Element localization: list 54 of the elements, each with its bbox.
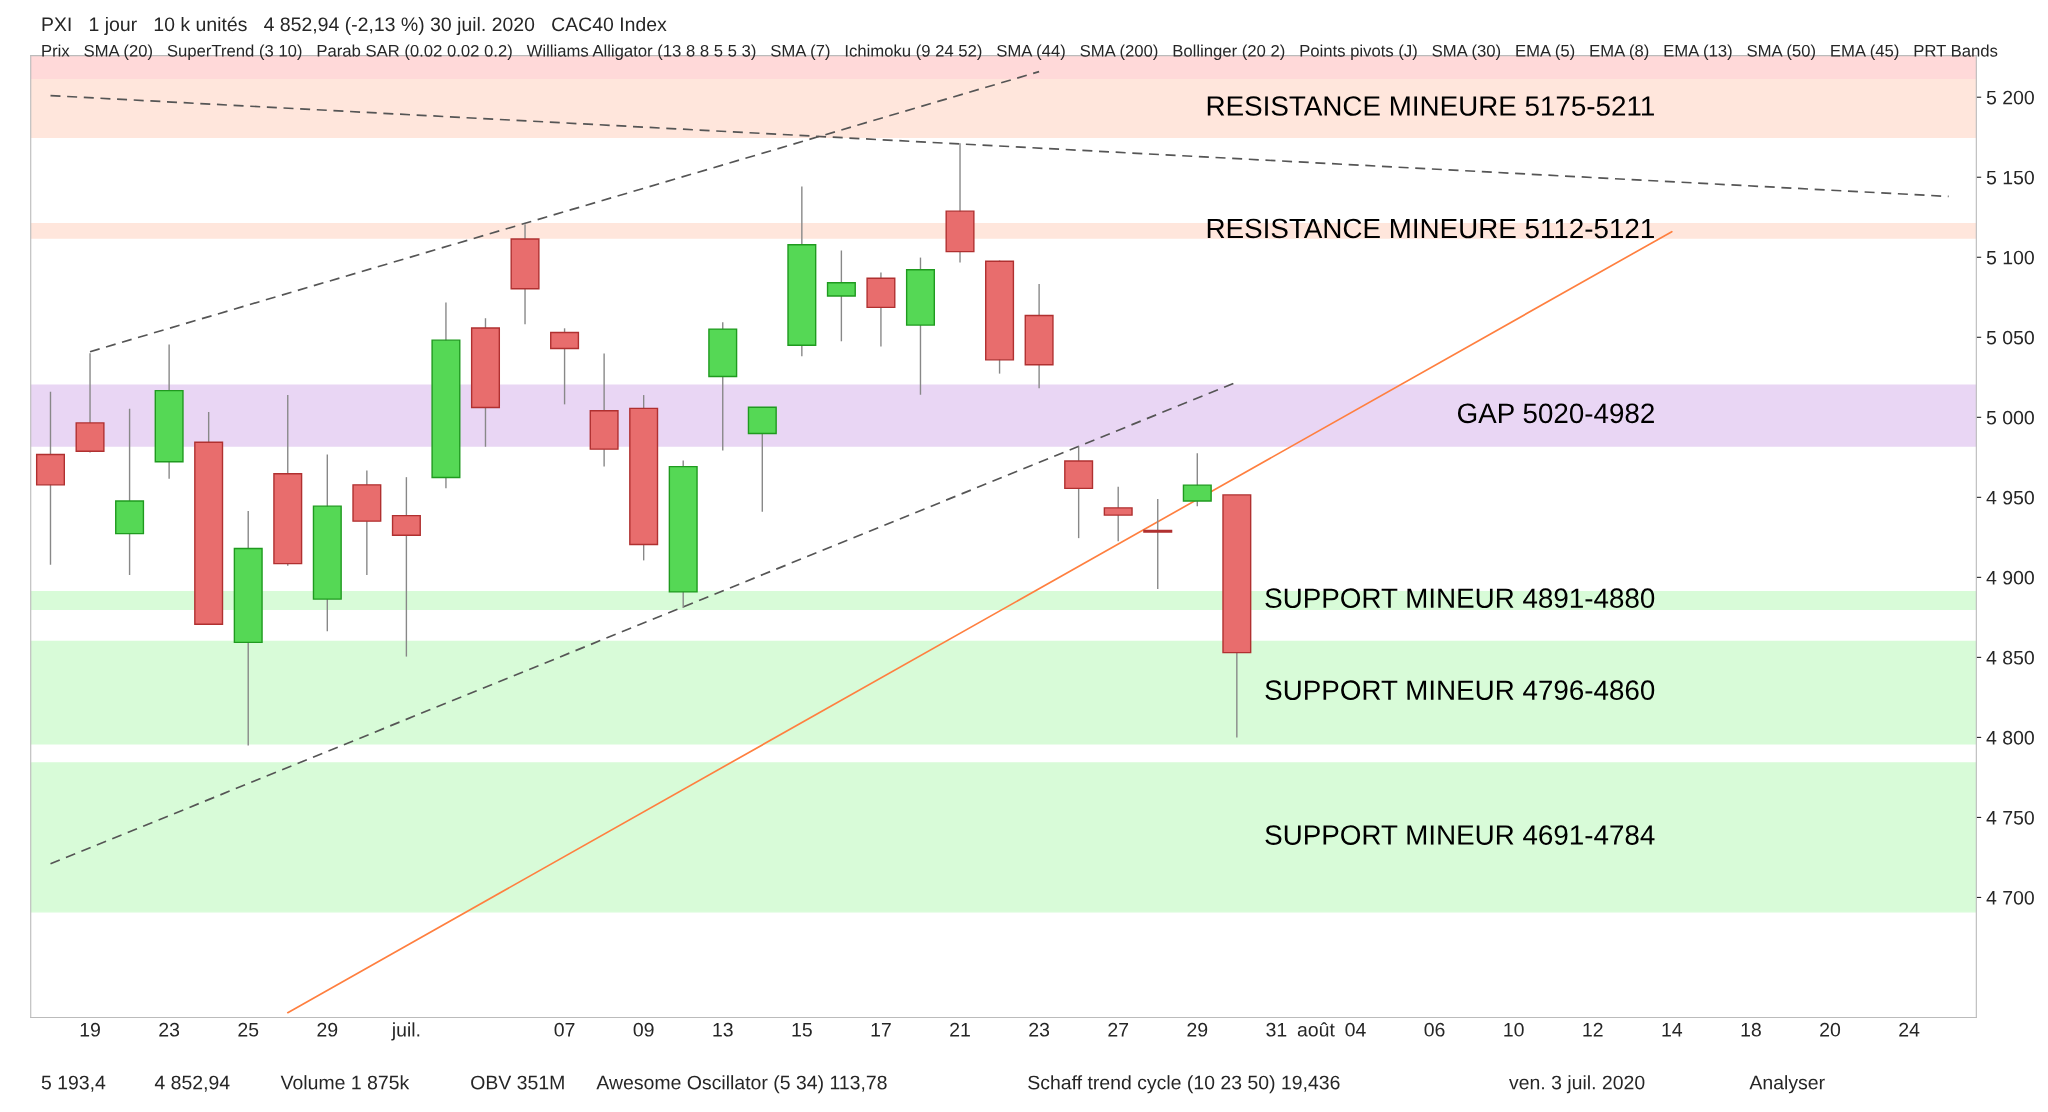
x-tick-label: 29 <box>317 1022 338 1037</box>
y-tick-label: 4 750 <box>1986 810 2034 825</box>
text: 5 193,4 <box>41 1075 106 1092</box>
x-tick-label: 23 <box>1029 1022 1050 1037</box>
x-tick-label: 25 <box>238 1022 259 1037</box>
candlestick <box>1103 486 1133 543</box>
x-tick-label: 14 <box>1662 1023 1683 1037</box>
y-tick-label: 4 950 <box>1986 490 2034 505</box>
x-tick-label: 06 <box>1424 1022 1445 1037</box>
text: Awesome Oscillator (5 34) 113,78 <box>596 1075 887 1094</box>
x-tick-label: 04 <box>1345 1022 1366 1037</box>
x-tick-label: 09 <box>633 1022 654 1037</box>
band-label: SUPPORT MINEUR 4796-4860 <box>1265 680 1655 701</box>
band-label: SUPPORT MINEUR 4691-4784 <box>1265 825 1655 845</box>
candlestick <box>391 476 421 658</box>
band-label: RESISTANCE MINEURE 5175-5211 <box>1207 96 1654 116</box>
x-tick-label: juil. <box>391 1022 420 1041</box>
x-tick-label: 10 <box>1504 1022 1524 1037</box>
y-tick-label: 5 000 <box>1986 410 2034 425</box>
y-tick-label: 4 850 <box>1986 650 2034 665</box>
x-tick-label: août <box>1297 1022 1335 1037</box>
x-tick-label: 27 <box>1108 1022 1129 1037</box>
y-tick-label: 5 100 <box>1986 250 2034 265</box>
band-label: RESISTANCE MINEURE 5112-5121 <box>1207 218 1654 239</box>
band-label: GAP 5020-4982 <box>1457 403 1654 424</box>
y-tick-label: 4 700 <box>1986 890 2034 905</box>
x-tick-label: 07 <box>554 1022 575 1037</box>
x-tick-label: 19 <box>80 1022 100 1037</box>
text: ven. 3 juil. 2020 <box>1509 1075 1645 1094</box>
x-tick-label: 12 <box>1583 1022 1603 1037</box>
chart-subtitle: Prix SMA (20) SuperTrend (3 10) Parab SAR (0.02 0.02 0.2) Williams Alligator (13 8 8 5 5 3) SMA (7) Ichimoku (9 24 52) SMA (44) SMA (200) Bollinger (20 2) Points pivots (J) SMA (30) EMA (5) EMA (8) EMA (13) SMA (50) EMA (45) PRT Bands <box>42 44 1998 61</box>
band-label: SUPPORT MINEUR 4891-4880 <box>1265 588 1655 609</box>
x-tick-label: 15 <box>792 1023 812 1037</box>
y-tick-label: 5 150 <box>1986 170 2034 185</box>
text: Schaff trend cycle (10 23 50) 19,436 <box>1028 1075 1340 1094</box>
y-tick-label: 5 050 <box>1986 330 2034 345</box>
x-tick-label: 18 <box>1741 1022 1761 1037</box>
y-tick-label: 4 900 <box>1986 570 2034 585</box>
x-tick-label: 23 <box>159 1022 180 1037</box>
x-tick-label: 17 <box>871 1023 891 1037</box>
text: Volume 1 875k <box>280 1075 410 1090</box>
x-tick-label: 21 <box>950 1022 970 1037</box>
y-tick-label: 5 200 <box>1986 90 2034 105</box>
candlestick <box>1143 498 1173 590</box>
x-tick-label: 24 <box>1899 1022 1920 1037</box>
x-tick-label: 29 <box>1187 1022 1208 1037</box>
text: OBV 351M <box>471 1075 564 1090</box>
x-tick-label: 31 <box>1266 1022 1287 1037</box>
chart-title: PXI 1 jour 10 k unités 4 852,94 (-2,13 %) 30 juil. 2020 CAC40 Index <box>42 16 667 36</box>
x-tick-label: 13 <box>713 1022 733 1037</box>
y-tick-label: 4 800 <box>1986 730 2034 745</box>
x-tick-label: 20 <box>1820 1022 1841 1037</box>
text: 4 852,94 <box>154 1075 230 1092</box>
text: Analyser <box>1749 1075 1825 1094</box>
